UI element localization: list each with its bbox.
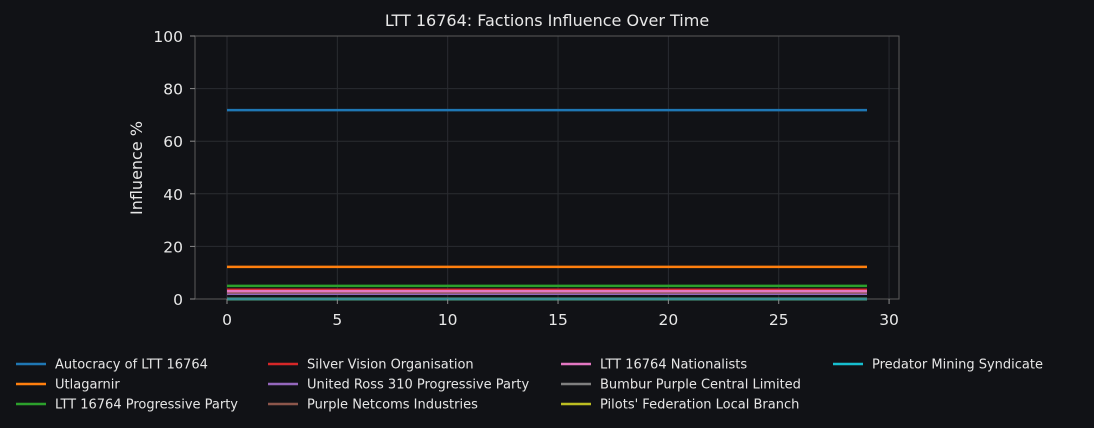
- plot-area: [195, 36, 899, 299]
- legend-label: Purple Netcoms Industries: [307, 398, 478, 413]
- x-tick-label: 30: [879, 311, 899, 329]
- x-tick-label: 10: [438, 311, 458, 329]
- x-tick-label: 20: [659, 311, 679, 329]
- legend-label: Predator Mining Syndicate: [872, 358, 1043, 373]
- legend-label: Utlagarnir: [55, 378, 120, 393]
- legend-label: Autocracy of LTT 16764: [55, 358, 208, 373]
- y-tick-label: 80: [163, 81, 183, 99]
- legend-label: United Ross 310 Progressive Party: [307, 378, 529, 393]
- x-tick-label: 0: [222, 311, 232, 329]
- chart-title: LTT 16764: Factions Influence Over Time: [385, 11, 709, 30]
- x-tick-label: 5: [332, 311, 342, 329]
- legend: Autocracy of LTT 16764 Utlagarnir LTT 1676…: [16, 358, 1043, 413]
- x-tick-label: 15: [548, 311, 568, 329]
- legend-label: Bumbur Purple Central Limited: [600, 378, 801, 393]
- legend-label: Silver Vision Organisation: [307, 358, 474, 373]
- y-tick-label: 0: [173, 291, 183, 309]
- legend-label: LTT 16764 Nationalists: [600, 358, 747, 373]
- legend-label: Pilots' Federation Local Branch: [600, 398, 799, 413]
- legend-label: LTT 16764 Progressive Party: [55, 398, 238, 413]
- x-tick-label: 25: [769, 311, 789, 329]
- plot-frame: [194, 35, 900, 300]
- axis-ticks: 0 5 10 15 20 25 30 0 20 40 60 80 100: [153, 28, 899, 329]
- y-tick-label: 20: [163, 238, 183, 256]
- y-tick-label: 60: [163, 133, 183, 151]
- y-axis-label: Influence %: [127, 121, 146, 215]
- y-tick-label: 40: [163, 186, 183, 204]
- y-tick-label: 100: [153, 28, 183, 46]
